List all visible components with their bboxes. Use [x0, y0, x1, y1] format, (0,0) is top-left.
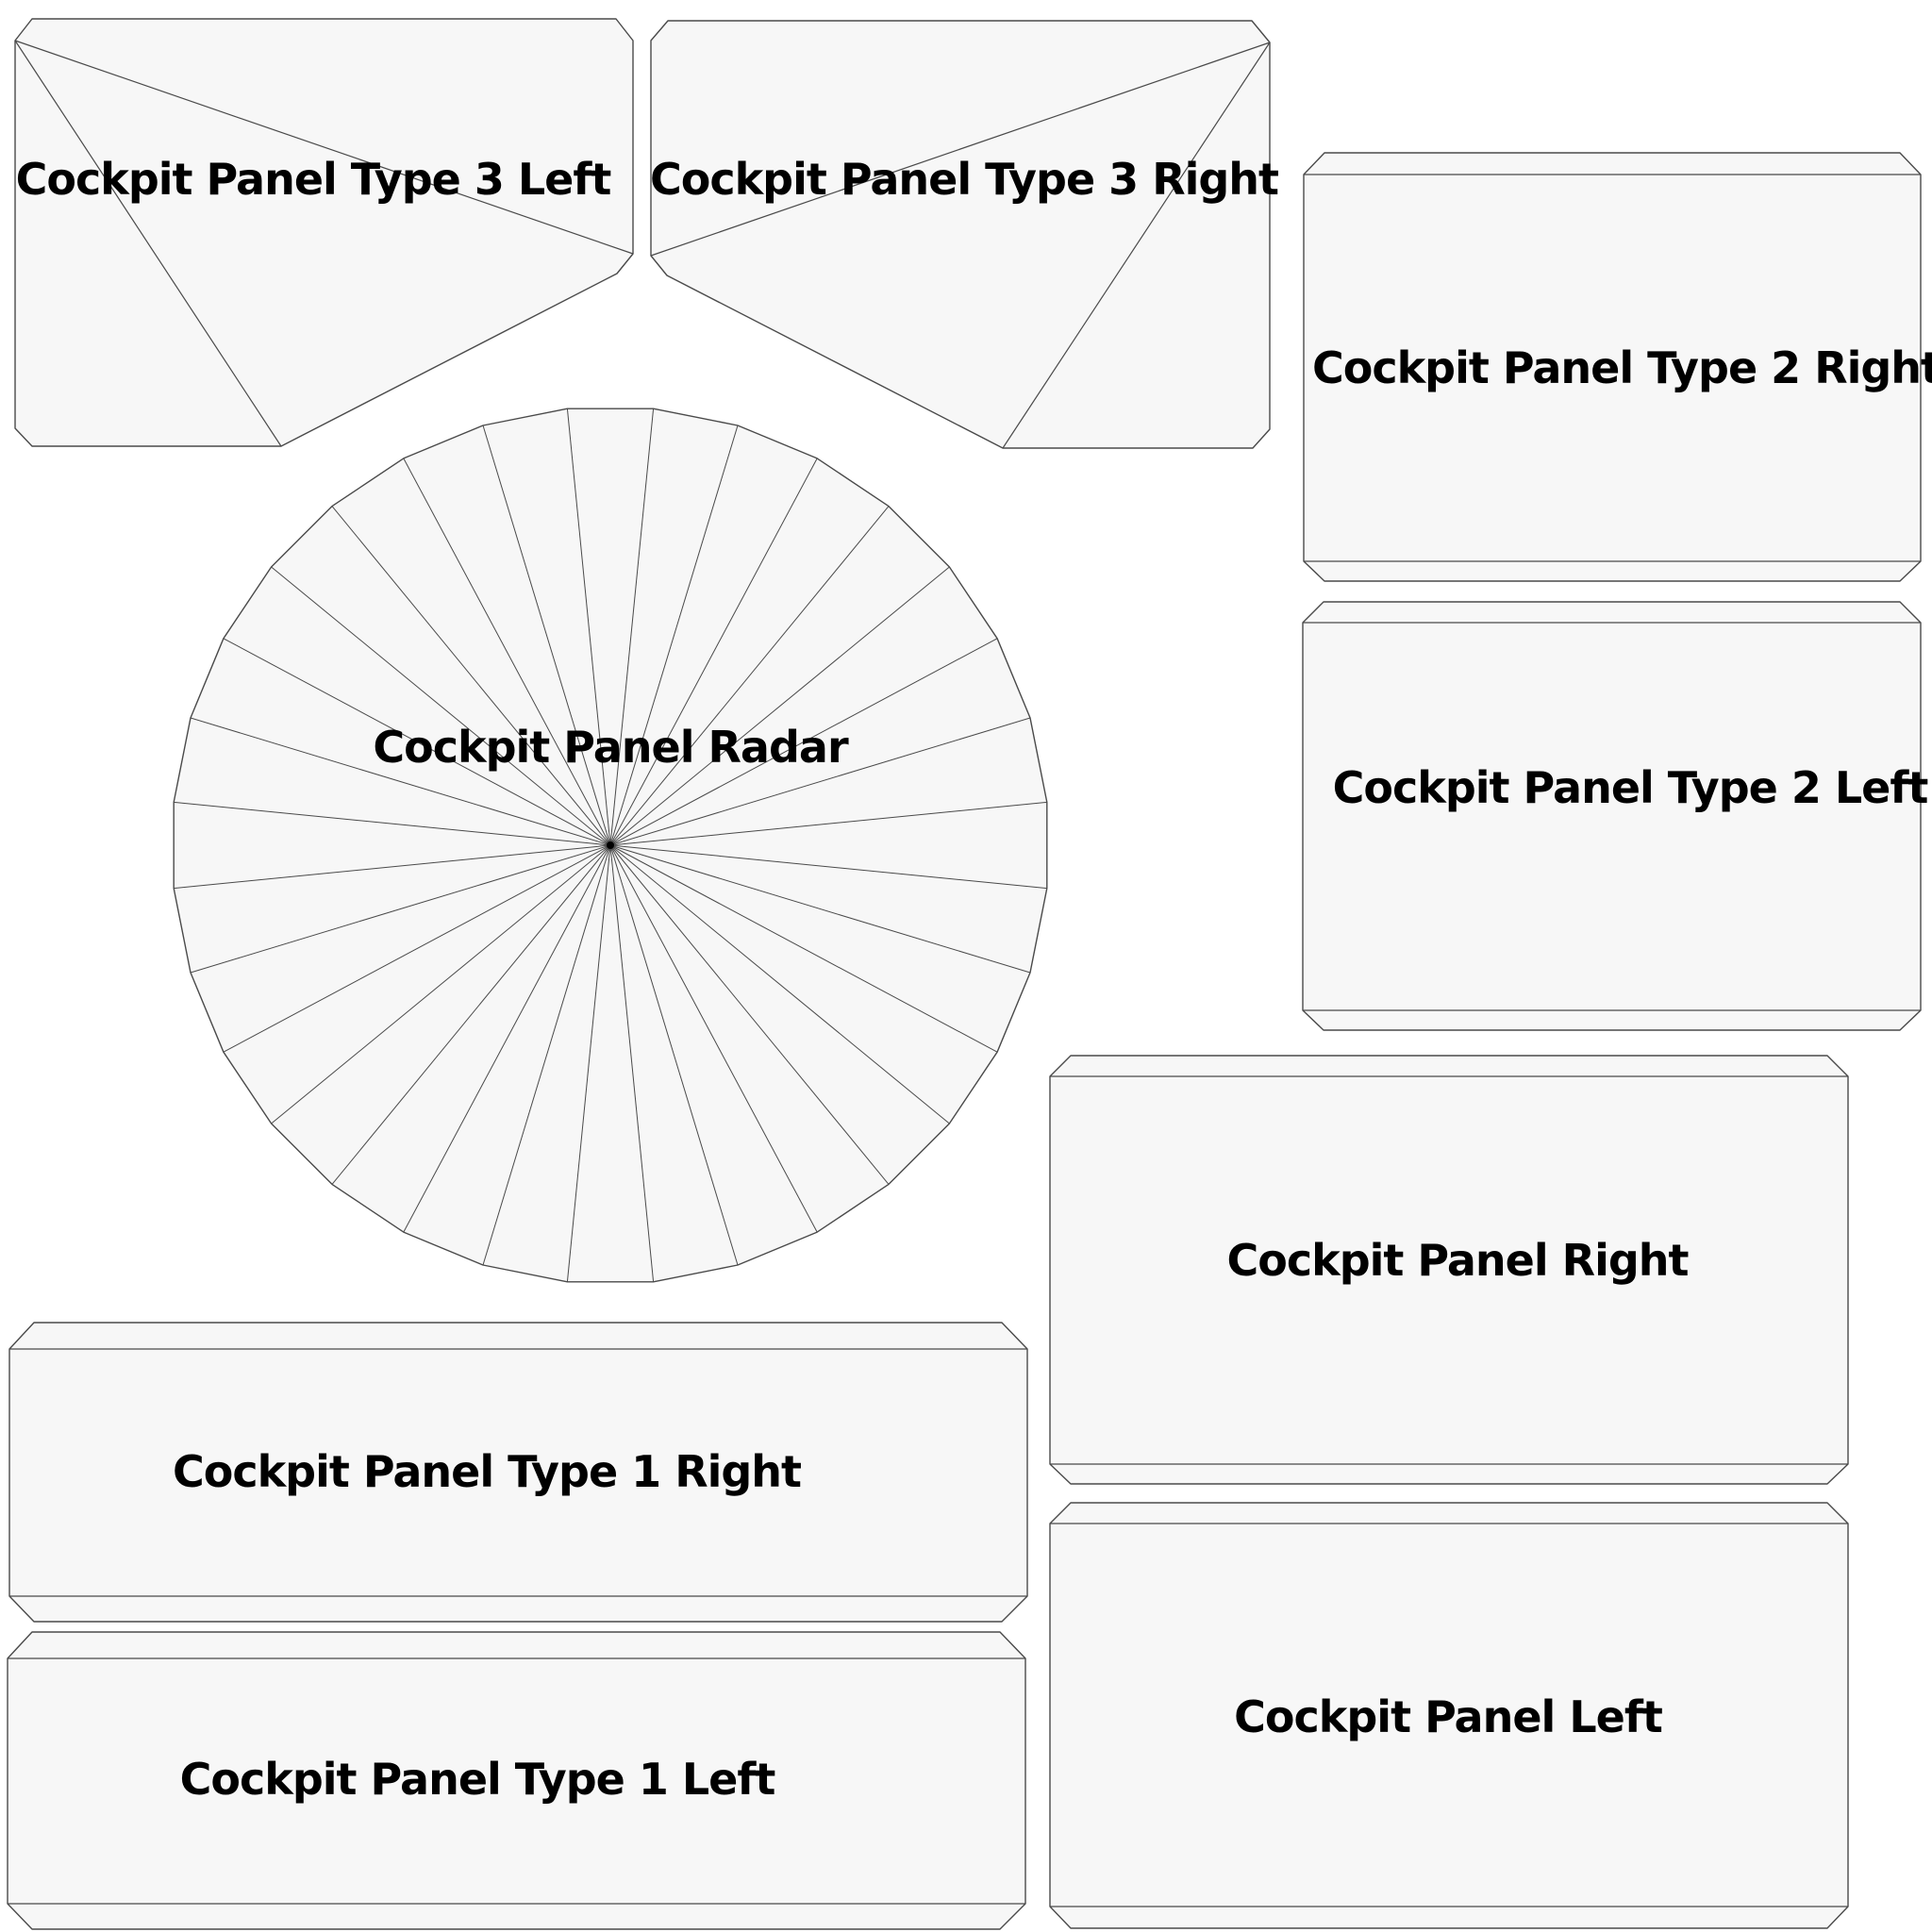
- panel-type1-left: Cockpit Panel Type 1 Left: [7, 1631, 1026, 1930]
- panel-right-label: Cockpit Panel Right: [1226, 1235, 1688, 1286]
- panel-radar-center: [607, 841, 614, 849]
- panel-left-label: Cockpit Panel Left: [1234, 1691, 1662, 1742]
- panel-type3-left-diagonal: [14, 40, 634, 255]
- panel-radar-spoke: [174, 844, 611, 890]
- panel-radar-spoke: [482, 844, 611, 1266]
- panel-radar-spoke: [223, 844, 611, 1053]
- panel-radar-spoke: [566, 844, 611, 1282]
- panel-type3-right-label: Cockpit Panel Type 3 Right: [650, 154, 1278, 205]
- panel-radar-spoke: [609, 408, 655, 846]
- panel-radar-spoke: [609, 844, 818, 1233]
- panel-radar-spoke: [403, 458, 611, 846]
- panel-radar-spoke: [609, 844, 890, 1185]
- panel-type3-right-diagonal: [1002, 42, 1271, 449]
- panel-right: Cockpit Panel Right: [1049, 1055, 1849, 1485]
- panel-type3-left-shape: [14, 18, 634, 447]
- panel-radar-spoke: [223, 638, 611, 846]
- panel-radar-spoke: [403, 844, 611, 1233]
- panel-radar-spoke: [609, 717, 1031, 846]
- panel-type1-right: Cockpit Panel Type 1 Right: [8, 1322, 1028, 1623]
- panel-radar-spoke: [609, 458, 818, 846]
- panel-radar-spoke: [609, 566, 950, 846]
- panel-radar-spoke: [331, 506, 611, 846]
- panel-type3-right-shape: [650, 20, 1271, 449]
- panel-radar-spoke: [271, 566, 611, 846]
- panel-radar-spoke: [609, 844, 950, 1124]
- panel-radar-spoke: [609, 425, 739, 846]
- panel-radar-spoke: [331, 844, 611, 1185]
- panel-type1-left-label: Cockpit Panel Type 1 Left: [180, 1754, 775, 1805]
- panel-type2-left-shape: [1302, 601, 1922, 1031]
- panel-type3-left-label: Cockpit Panel Type 3 Left: [16, 154, 611, 205]
- panel-radar-spoke: [609, 506, 890, 846]
- panel-type1-right-label: Cockpit Panel Type 1 Right: [173, 1446, 801, 1497]
- panel-radar-spokes: [174, 408, 1047, 1282]
- panel-radar-spoke: [609, 638, 998, 846]
- panel-radar-spoke: [190, 844, 611, 974]
- panel-type3-left-diagonal: [14, 40, 282, 447]
- panel-radar-spoke: [190, 717, 611, 846]
- panel-type3-right: Cockpit Panel Type 3 Right: [650, 20, 1279, 449]
- panel-left: Cockpit Panel Left: [1049, 1502, 1849, 1929]
- panel-type2-left: Cockpit Panel Type 2 Left: [1302, 601, 1928, 1031]
- panel-radar-spoke: [609, 844, 739, 1266]
- panel-radar-spoke: [566, 408, 611, 846]
- panel-radar-label: Cockpit Panel Radar: [373, 722, 849, 773]
- panel-radar-spoke: [482, 425, 611, 846]
- panel-radar-spoke: [609, 844, 655, 1282]
- panel-radar-spoke: [174, 801, 611, 846]
- panel-radar-spoke: [271, 844, 611, 1124]
- panel-type2-left-label: Cockpit Panel Type 2 Left: [1333, 762, 1928, 813]
- panel-type2-right-label: Cockpit Panel Type 2 Right: [1312, 342, 1932, 393]
- panel-radar-spoke: [609, 844, 1047, 890]
- panel-radar-spoke: [609, 844, 1031, 974]
- panel-radar: Cockpit Panel Radar: [173, 408, 1048, 1283]
- panel-radar-spoke: [609, 801, 1047, 846]
- panel-type3-left: Cockpit Panel Type 3 Left: [14, 18, 634, 447]
- panel-radar-spoke: [609, 844, 998, 1053]
- panel-type2-right: Cockpit Panel Type 2 Right: [1303, 152, 1932, 582]
- panel-type3-right-diagonal: [650, 42, 1271, 257]
